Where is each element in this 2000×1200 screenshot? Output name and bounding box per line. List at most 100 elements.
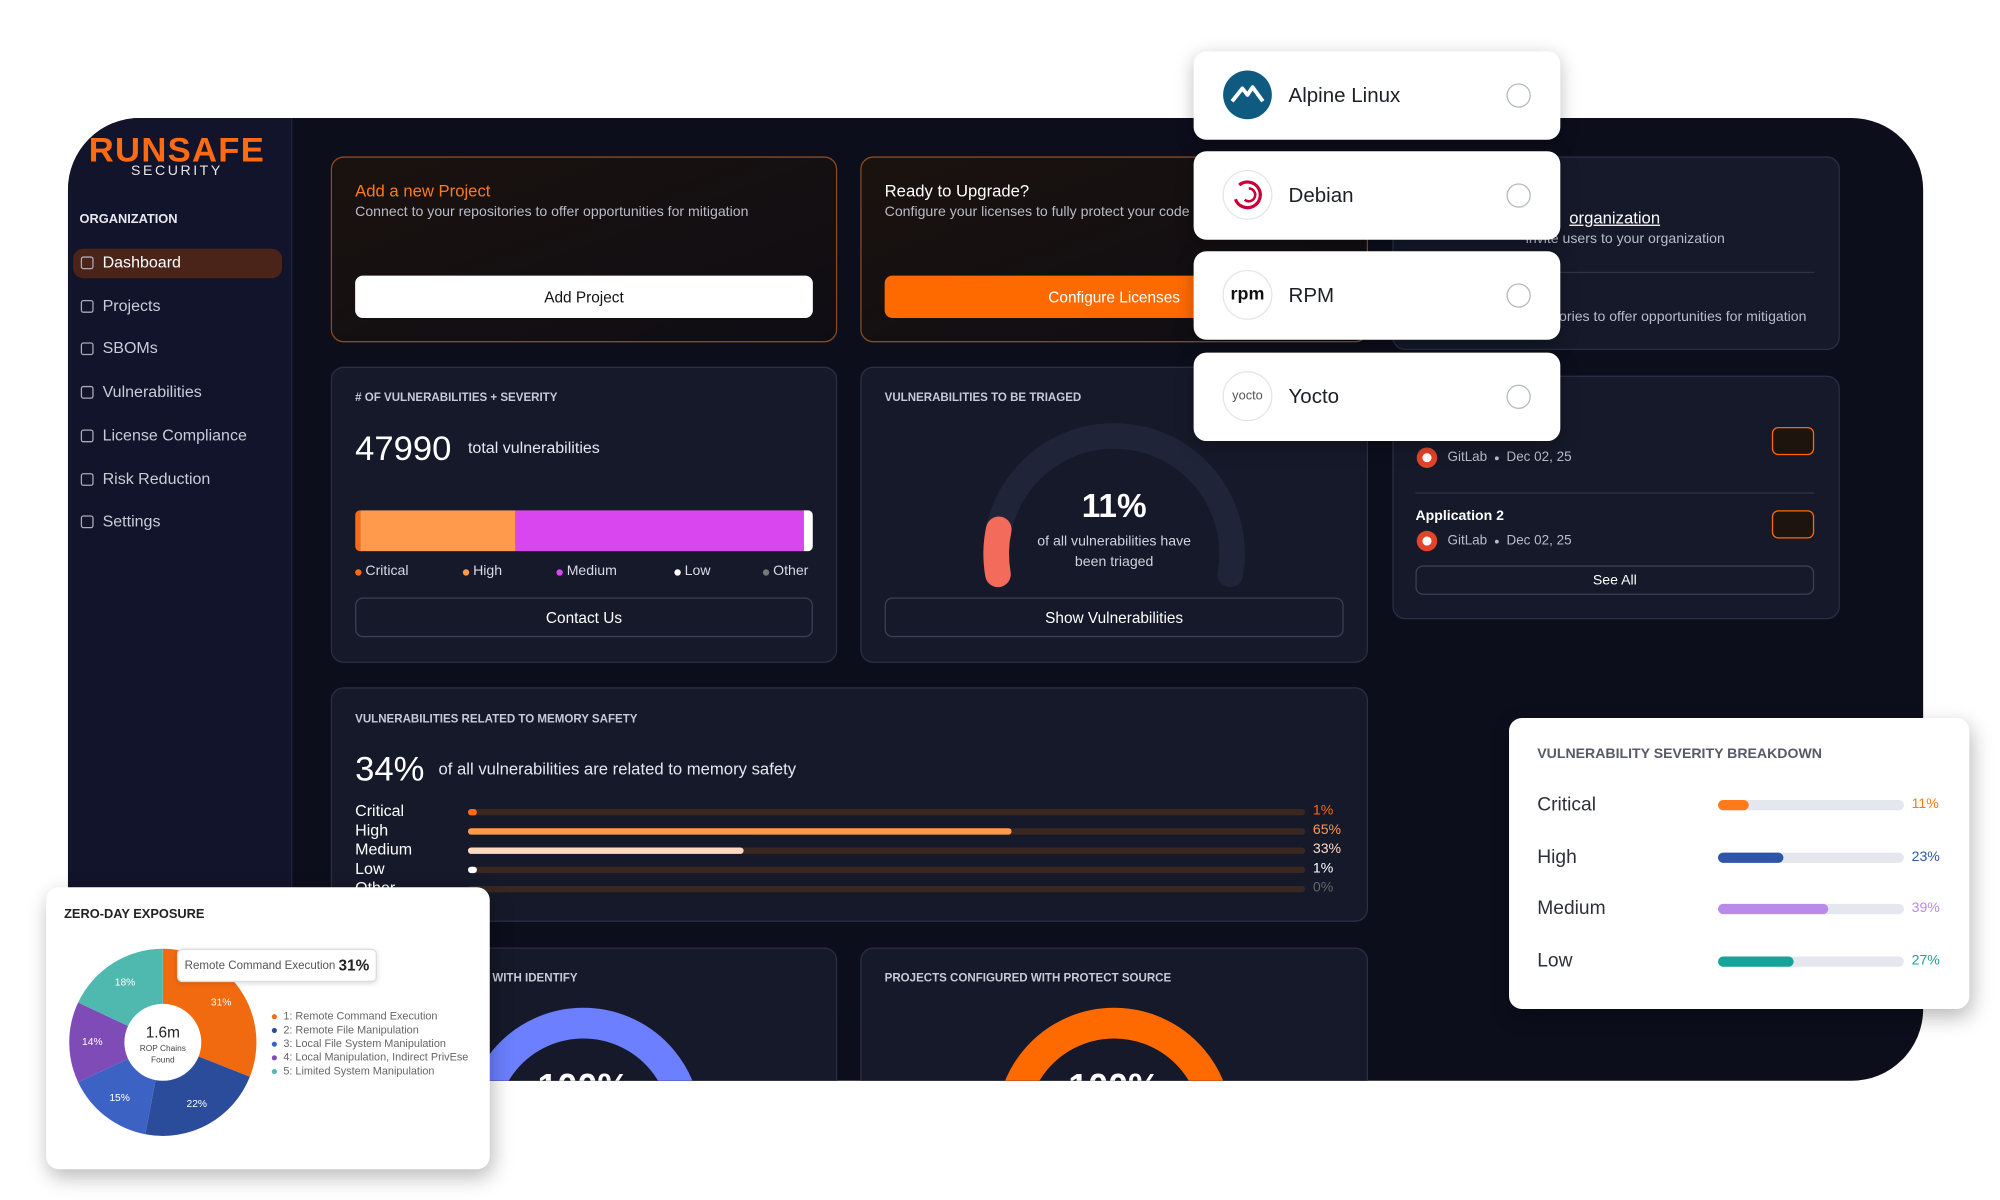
distribution-logo [1222,170,1273,221]
distribution-option[interactable]: Debian [1193,151,1561,240]
radio[interactable] [1506,283,1531,309]
logo-circle [1222,370,1273,421]
row-label: Low [1537,950,1573,972]
app-source: GitLab [1447,532,1488,549]
gitlab-icon [1416,530,1438,552]
legend-dot [762,569,770,576]
nav-icon [80,472,94,486]
bar-track [1718,800,1904,811]
add-project-button[interactable]: Add Project [355,275,813,318]
distribution-name: Yocto [1288,385,1340,408]
app-date: Dec 02, 25 [1506,449,1572,466]
value-label: 11% [1911,796,1939,813]
distribution-option[interactable]: Alpine Linux [1193,51,1561,140]
memory-safety-card [330,687,1369,922]
logo-circle [1222,170,1273,221]
gauge-caption: of all vulnerabilities have [1037,533,1191,550]
donut: 31% 1: Remote Command Execution 22% 2: Remo… [69,948,468,1136]
invite-text: ories to offer opportunities for mitigat… [1559,309,1807,325]
radio[interactable] [1506,384,1531,409]
bar-track [1718,852,1904,863]
card-subtitle: Connect to your repositories to offer op… [355,204,749,220]
legend-label: Critical [365,563,409,579]
row-label: High [355,821,389,840]
bar-segment [355,510,360,552]
nav-item[interactable]: Vulnerabilities [102,382,202,401]
see-all-button[interactable]: See All [1415,565,1815,595]
legend-dot [271,1069,277,1075]
gauge-progress [983,516,1012,588]
nav-item[interactable]: SBOMs [102,339,158,358]
legend-label: 1: Remote Command Execution [283,1011,437,1023]
invite-subtitle: invite users to your organization [1525,231,1725,247]
bar [1718,852,1783,863]
divider [1415,271,1815,274]
gauge [474,1007,693,1081]
value-label: 33% [1312,841,1342,857]
gauge-progress [474,1007,693,1081]
donut-center [124,1003,202,1081]
legend-dot [674,569,681,576]
center-value: 1.6m [146,1024,180,1041]
row-label: Critical [1537,793,1597,816]
row-label: Critical [355,801,405,820]
legend-label: 3: Local File System Manipulation [283,1038,446,1050]
bar-track [467,885,1306,892]
bar [467,827,1013,835]
card-title: VULNERABILITIES RELATED TO MEMORY SAFETY [355,712,638,726]
nav-item[interactable]: Projects [102,296,161,315]
show-vulnerabilities-button[interactable]: Show Vulnerabilities [884,597,1344,638]
tooltip [176,948,377,983]
app-name: Application 2 [1415,508,1504,524]
slice-label: 22% [187,1099,208,1110]
logo-swirl [1233,180,1262,210]
distribution-option[interactable]: rpm RPM [1193,251,1561,341]
nav-item[interactable]: Risk Reduction [102,469,211,488]
headline-text: of all vulnerabilities are related to me… [438,759,797,779]
row-label: Low [355,859,385,878]
gauge [1005,1007,1223,1081]
card-subtitle: Configure your licenses to fully protect… [884,204,1190,220]
card-title: WITH IDENTIFY [492,971,578,985]
legend-dot [271,1014,277,1020]
app-source: GitLab [1447,449,1488,466]
distribution-name: RPM [1288,285,1335,308]
nav-item[interactable]: Settings [102,512,161,531]
headline-value: 34% [355,749,425,789]
contact-us-button[interactable]: Contact Us [355,597,813,638]
distribution-logo: yocto [1222,370,1273,421]
gauge-value: 100% [537,1066,629,1081]
value-label: 65% [1312,822,1342,838]
logo-circle [1222,270,1273,321]
nav-item[interactable]: Dashboard [102,253,181,272]
radio[interactable] [1506,83,1531,108]
center-label: Found [151,1054,175,1064]
bar [1718,904,1828,915]
distribution-option[interactable]: yocto Yocto [1193,352,1561,441]
bar-track [467,808,1306,815]
radio[interactable] [1506,183,1531,208]
value-label: 23% [1911,848,1940,865]
distribution-logo [1223,70,1272,120]
nav-icon [80,386,94,399]
logo-brand: RUNSAFE [88,130,266,169]
card-title: ZERO-DAY EXPOSURE [64,907,205,922]
value-label: 1% [1312,860,1334,877]
gitlab-icon [1416,447,1438,468]
nav-icon [80,256,94,270]
donut-slice [78,1056,157,1135]
legend-label: 2: Remote File Manipulation [283,1024,418,1036]
nav-icon [80,299,94,313]
nav-item[interactable]: License Compliance [102,426,247,444]
severity-breakdown-card: VULNERABILITY SEVERITY BREAKDOWN Critical… [1509,717,1970,1010]
separator-dot [1494,539,1499,543]
nav-icon [80,515,94,529]
stacked-bar [355,510,813,552]
logo-swirl [1243,187,1257,203]
row-label: Medium [355,840,413,859]
bar-track [1718,956,1904,967]
app-action[interactable] [1771,426,1815,456]
bar-track [467,846,1306,854]
app-action[interactable] [1771,510,1815,539]
card-title: VULNERABILITY SEVERITY BREAKDOWN [1537,746,1822,763]
